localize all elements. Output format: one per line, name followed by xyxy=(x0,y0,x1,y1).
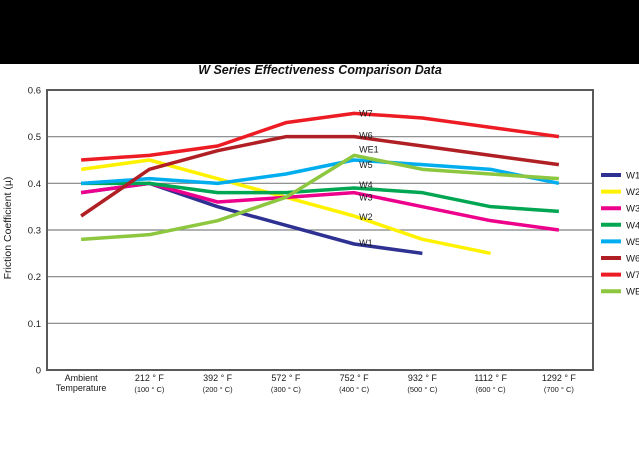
y-tick-label: 0.6 xyxy=(28,86,41,97)
x-tick-sublabel: Temperature xyxy=(56,383,107,393)
x-tick-sublabel: (100 ° C) xyxy=(134,385,165,394)
plot-frame xyxy=(46,89,594,371)
legend-label-w6: W6 xyxy=(626,254,639,265)
y-tick-label: 0 xyxy=(36,366,41,377)
legend-label-w5: W5 xyxy=(626,237,639,248)
x-tick-label: 752 ° F xyxy=(340,373,370,383)
x-tick-label: 392 ° F xyxy=(203,373,233,383)
top-black-bar xyxy=(0,0,639,64)
x-tick-label: 1112 ° F xyxy=(474,373,507,383)
series-label-we1: WE1 xyxy=(359,144,379,154)
legend-label-w4: W4 xyxy=(626,220,639,231)
legend-label-w3: W3 xyxy=(626,204,639,215)
series-line-w6 xyxy=(80,134,560,218)
series-line-w4 xyxy=(81,181,559,214)
x-tick-sublabel: (500 ° C) xyxy=(407,385,438,394)
series-label-w1: W1 xyxy=(359,238,373,248)
x-tick-label: 572 ° F xyxy=(271,373,301,383)
x-tick-label: Ambient xyxy=(65,373,99,383)
legend-label-w7: W7 xyxy=(626,270,639,281)
y-tick-label: 0.4 xyxy=(28,179,41,190)
x-tick-label: 212 ° F xyxy=(135,373,165,383)
series-label-w3: W3 xyxy=(359,193,373,203)
series-line-w5 xyxy=(81,158,560,186)
y-tick-label: 0.5 xyxy=(28,132,41,143)
x-tick-sublabel: (600 ° C) xyxy=(476,385,507,394)
legend-label-w1: W1 xyxy=(626,171,639,182)
series-label-w6: W6 xyxy=(359,131,373,141)
series-line-we1 xyxy=(81,153,559,242)
x-tick-sublabel: (300 ° C) xyxy=(271,385,302,394)
y-tick-label: 0.1 xyxy=(28,319,41,330)
series-label-w4: W4 xyxy=(359,180,373,190)
x-tick-label: 1292 ° F xyxy=(542,373,577,383)
legend-label-we1: WE1 xyxy=(626,287,639,298)
x-tick-sublabel: (200 ° C) xyxy=(203,385,234,394)
x-tick-sublabel: (400 ° C) xyxy=(339,385,370,394)
legend-label-w2: W2 xyxy=(626,187,639,198)
series-label-w2: W2 xyxy=(359,212,373,222)
chart-title: W Series Effectiveness Comparison Data xyxy=(198,63,442,77)
series-label-w5: W5 xyxy=(359,160,373,170)
y-tick-label: 0.2 xyxy=(28,272,41,283)
series-label-w7: W7 xyxy=(359,108,373,118)
x-tick-sublabel: (700 ° C) xyxy=(544,385,575,394)
x-tick-label: 932 ° F xyxy=(408,373,438,383)
series-line-w7 xyxy=(81,111,560,162)
y-tick-label: 0.3 xyxy=(28,226,41,237)
